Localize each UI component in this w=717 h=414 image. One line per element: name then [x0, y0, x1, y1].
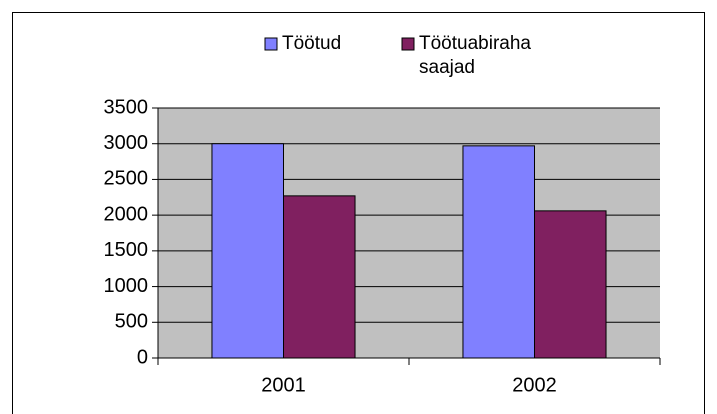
y-tick-label: 0	[137, 346, 148, 368]
legend-label: Töötud	[282, 33, 342, 54]
y-tick-label: 500	[115, 311, 148, 333]
y-tick-label: 3000	[104, 132, 149, 154]
legend-swatch	[264, 37, 278, 51]
bar	[211, 143, 284, 359]
bar	[534, 210, 607, 359]
x-tick-label: 2002	[512, 374, 557, 396]
bar	[283, 195, 356, 359]
bar	[462, 145, 535, 359]
y-tick-label: 1500	[104, 239, 149, 261]
y-tick-label: 2000	[104, 203, 149, 225]
x-tick-label: 2001	[261, 374, 306, 396]
legend-label: Töötuabiraha saajad	[419, 33, 531, 78]
legend-swatch	[401, 37, 415, 51]
y-tick-label: 1000	[104, 275, 149, 297]
y-tick-label: 3500	[104, 96, 149, 118]
y-tick-label: 2500	[104, 168, 149, 190]
